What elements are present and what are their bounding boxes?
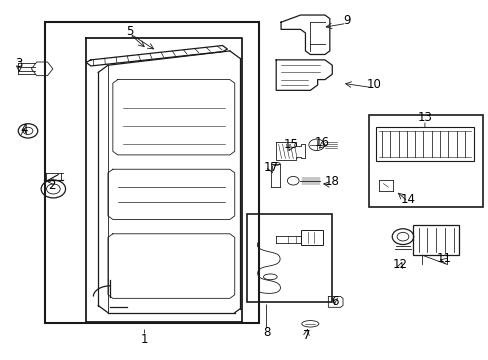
Text: 8: 8 [262, 326, 269, 339]
Bar [375, 127, 473, 161]
Bar [412, 225, 458, 255]
Text: 15: 15 [283, 138, 298, 150]
Text: 5: 5 [126, 25, 133, 38]
Text: 9: 9 [343, 14, 350, 27]
Text: 17: 17 [264, 161, 278, 174]
Text: 4: 4 [20, 123, 28, 136]
Text: 12: 12 [392, 258, 407, 271]
Text: 14: 14 [400, 193, 414, 206]
Text: 6: 6 [330, 296, 338, 309]
Bar [44, 22, 259, 323]
Text: 16: 16 [314, 136, 329, 149]
Text: 2: 2 [48, 179, 56, 192]
Text: 18: 18 [324, 175, 339, 188]
Text: 10: 10 [366, 78, 380, 91]
Text: 3: 3 [16, 57, 23, 70]
Bar [300, 230, 322, 244]
Bar [368, 116, 483, 207]
Text: 13: 13 [417, 111, 431, 124]
Bar [246, 214, 331, 302]
Text: 7: 7 [303, 329, 310, 342]
Text: 11: 11 [436, 252, 451, 265]
Text: 1: 1 [141, 333, 148, 346]
